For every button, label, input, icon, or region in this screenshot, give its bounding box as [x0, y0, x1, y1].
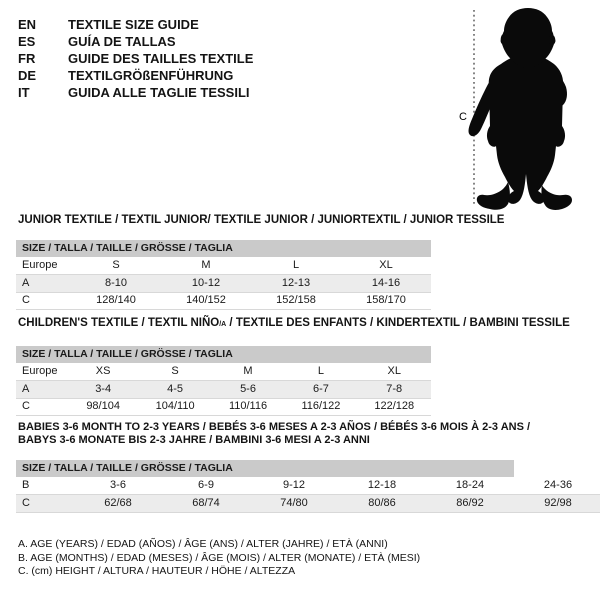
svg-text:C: C	[459, 111, 467, 123]
